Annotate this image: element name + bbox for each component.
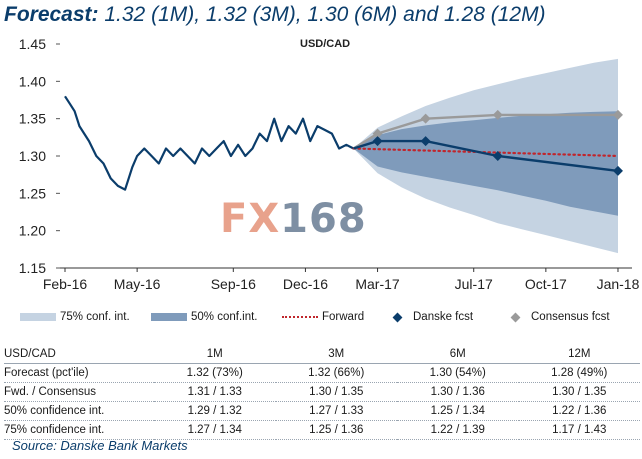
- watermark-fx: FX: [220, 196, 281, 242]
- x-tick-label: Jul-17: [455, 276, 493, 292]
- table-cell: 1.30 / 1.35: [552, 386, 607, 398]
- table-row-label: 50% confidence int.: [4, 405, 105, 417]
- table-header-cell: 1M: [206, 348, 223, 360]
- table-row: Forecast (pct'ile) 1.32 (73%) 1.32 (66%)…: [4, 364, 640, 383]
- band-50-conf: [353, 111, 618, 216]
- usdcad-spot-line: [64, 95, 355, 191]
- x-tick-label: Sep-16: [211, 276, 256, 292]
- legend-75-conf: 75% conf. int.: [20, 309, 130, 325]
- table-cell: 1.30 / 1.35: [309, 386, 364, 398]
- headline: Forecast: 1.32 (1M), 1.32 (3M), 1.30 (6M…: [4, 2, 642, 28]
- table-cell: 1.31 / 1.33: [187, 386, 242, 398]
- y-tick-label: 1.25: [19, 185, 46, 201]
- table-header-cell: 3M: [328, 348, 345, 360]
- table-row: Fwd. / Consensus 1.31 / 1.33 1.30 / 1.35…: [4, 383, 640, 402]
- legend-75-swatch: [20, 313, 56, 321]
- table-cell: 1.32 (73%): [186, 367, 243, 379]
- table-header-cell: USD/CAD: [4, 348, 56, 360]
- table-header-row: USD/CAD 1M 3M 6M 12M: [4, 345, 640, 364]
- danske-fcst-point: [420, 136, 431, 147]
- legend-danske-swatch: [392, 312, 403, 322]
- source-note: Source: Danske Bank Markets: [12, 438, 188, 453]
- table-row-label: Forecast (pct'ile): [4, 367, 89, 379]
- x-tick-label: Jan-18: [597, 276, 640, 292]
- table-row-label: Fwd. / Consensus: [4, 386, 97, 398]
- consensus-fcst-point: [372, 128, 383, 139]
- y-tick-label: 1.15: [19, 260, 46, 276]
- table-cell: 1.27 / 1.34: [187, 424, 242, 436]
- legend-danske: Danske fcst: [386, 309, 473, 325]
- danske-fcst-point: [492, 151, 503, 161]
- consensus-fcst-point: [420, 113, 431, 124]
- legend-forward-label: Forward: [322, 311, 365, 323]
- headline-text: 1.32 (1M), 1.32 (3M), 1.30 (6M) and 1.28…: [98, 3, 546, 26]
- legend-consensus-swatch: [510, 312, 521, 322]
- chart-legend: 75% conf. int. 50% conf.int. Forward Dan…: [0, 306, 642, 328]
- table-cell: 1.29 / 1.32: [187, 405, 242, 417]
- fx168-watermark: FX168: [220, 196, 367, 242]
- table-cell: 1.30 (54%): [429, 367, 486, 379]
- legend-consensus: Consensus fcst: [504, 309, 610, 325]
- table-header-cell: 12M: [568, 348, 591, 360]
- table-cell: 1.30 / 1.36: [430, 386, 485, 398]
- table-cell: 1.22 / 1.36: [552, 405, 607, 417]
- legend-danske-label: Danske fcst: [413, 311, 474, 323]
- y-tick-label: 1.40: [19, 73, 46, 89]
- table-cell: 1.22 / 1.39: [430, 424, 485, 436]
- y-tick-label: 1.35: [19, 111, 46, 127]
- table-cell: 1.27 / 1.33: [309, 405, 364, 417]
- legend-50-swatch: [151, 313, 187, 321]
- table-cell: 1.28 (49%): [551, 367, 608, 379]
- danske-fcst-point: [372, 136, 383, 147]
- chart-title: USD/CAD: [300, 38, 351, 50]
- consensus-fcst-point: [612, 109, 623, 120]
- legend-consensus-label: Consensus fcst: [531, 311, 610, 323]
- table-row: 75% confidence int. 1.27 / 1.34 1.25 / 1…: [4, 421, 640, 440]
- legend-50-conf: 50% conf.int.: [151, 309, 257, 325]
- legend-50-label: 50% conf.int.: [191, 311, 258, 323]
- x-tick-label: May-16: [114, 276, 161, 292]
- watermark-number: 168: [280, 196, 367, 242]
- table-row-label: 75% confidence int.: [4, 424, 105, 436]
- table-cell: 1.25 / 1.34: [430, 405, 485, 417]
- forward-line: [352, 147, 620, 158]
- table-row: 50% confidence int. 1.29 / 1.32 1.27 / 1…: [4, 402, 640, 421]
- table-header-cell: 6M: [449, 348, 466, 360]
- table-cell: 1.25 / 1.36: [309, 424, 364, 436]
- forecast-table: USD/CAD 1M 3M 6M 12M Forecast (pct'ile) …: [4, 345, 640, 440]
- table-cell: 1.32 (66%): [308, 367, 365, 379]
- legend-75-label: 75% conf. int.: [60, 311, 130, 323]
- danske-fcst-point: [612, 165, 623, 176]
- x-tick-label: Feb-16: [43, 276, 88, 292]
- legend-forward: Forward: [282, 309, 364, 325]
- legend-forward-swatch: [282, 316, 318, 318]
- x-tick-label: Oct-17: [525, 276, 567, 292]
- headline-label: Forecast:: [4, 3, 99, 26]
- y-tick-label: 1.45: [19, 36, 46, 52]
- y-tick-label: 1.20: [19, 223, 46, 239]
- y-tick-label: 1.30: [19, 148, 46, 164]
- table-cell: 1.17 / 1.43: [552, 424, 607, 436]
- x-tick-label: Mar-17: [355, 276, 400, 292]
- x-tick-label: Dec-16: [283, 276, 328, 292]
- consensus-fcst-point: [492, 109, 503, 120]
